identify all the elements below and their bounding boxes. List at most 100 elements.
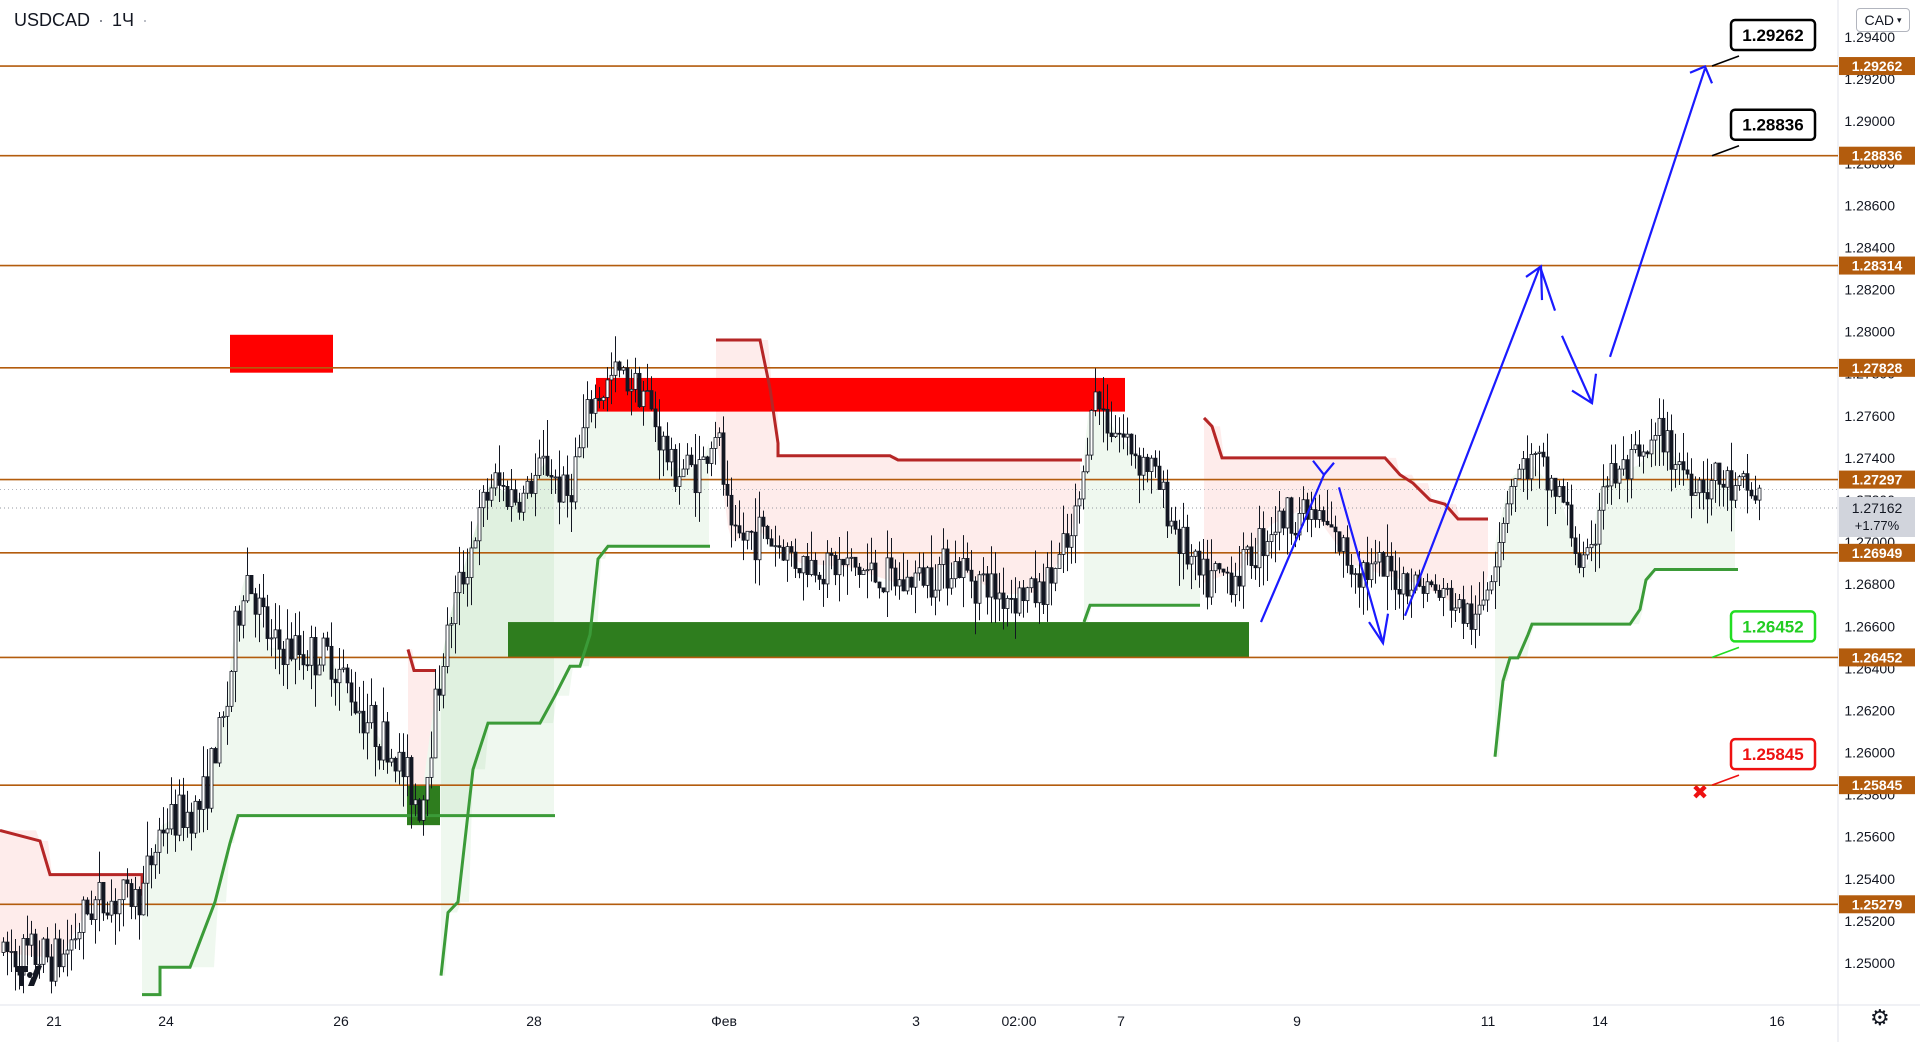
candle-body	[441, 666, 446, 696]
symbol-header[interactable]: USDCAD · 1Ч ·	[14, 10, 148, 31]
candle-body	[365, 722, 370, 734]
candle-body	[1545, 456, 1550, 491]
candle-body	[121, 879, 126, 901]
candle-body	[1021, 587, 1026, 602]
candle-body	[117, 899, 122, 915]
time-axis: 21 24 26 28 Фев 3 02:00 7 9 11 14 16	[46, 1013, 1785, 1029]
projection-line	[1259, 474, 1326, 623]
candle-body	[1441, 588, 1446, 598]
candle-body	[1365, 562, 1370, 581]
candle-body	[1633, 444, 1638, 450]
candle-body	[873, 562, 878, 583]
projection-line	[1560, 335, 1594, 404]
candle-body	[1261, 528, 1266, 557]
candle-body	[1097, 391, 1102, 410]
price-tick-label: 1.29000	[1844, 113, 1895, 129]
candle-body	[1489, 581, 1494, 591]
candle-body	[1461, 599, 1466, 624]
candle-body	[297, 635, 302, 655]
candle-body	[893, 567, 898, 587]
candle-body	[153, 851, 158, 866]
candle-body	[1137, 455, 1142, 476]
candle-body	[421, 799, 426, 821]
candle-body	[1281, 510, 1286, 529]
gear-icon[interactable]: ⚙	[1870, 1005, 1890, 1030]
candle-body	[913, 572, 918, 588]
candle-body	[1381, 552, 1386, 577]
currency-button[interactable]: CAD ▾	[1856, 8, 1910, 32]
candle-body	[1373, 561, 1378, 565]
candle-body	[233, 610, 238, 672]
candle-body	[1309, 509, 1314, 520]
callout-pointer	[1711, 646, 1740, 659]
candle-body	[1177, 528, 1182, 554]
candle-body	[1741, 473, 1746, 478]
candle-body	[357, 710, 362, 714]
candle-body	[245, 575, 250, 602]
candle-body	[1485, 589, 1490, 601]
candle-body	[1653, 435, 1658, 441]
candle-body	[45, 938, 50, 958]
candle-body	[541, 455, 546, 459]
candle-body	[1517, 468, 1522, 480]
candle-body	[1301, 499, 1306, 514]
candle-body	[1101, 408, 1106, 411]
candle-body	[689, 454, 694, 466]
supply-zone	[230, 334, 333, 373]
level-price-tag-label: 1.25845	[1852, 777, 1903, 793]
candle-body	[713, 437, 718, 449]
candle-body	[669, 448, 674, 463]
candle-body	[1113, 432, 1118, 437]
price-tick-label: 1.28000	[1844, 324, 1895, 340]
callout-box	[1729, 108, 1817, 141]
candle-body	[1117, 432, 1122, 435]
candle-body	[185, 811, 190, 828]
candle-body	[125, 879, 130, 884]
level-price-tag	[1839, 358, 1915, 377]
candle-body	[573, 456, 578, 503]
candle-body	[857, 566, 862, 575]
candle-body	[1233, 575, 1238, 596]
candle-body	[389, 757, 394, 763]
candle-body	[381, 721, 386, 761]
candle-body	[865, 569, 870, 572]
price-callout: 1.29262	[1711, 18, 1817, 67]
price-axis: 1.250001.252001.254001.256001.258001.260…	[1844, 29, 1895, 971]
projection-arrowhead	[1368, 613, 1390, 647]
candle-body	[93, 899, 98, 920]
candle-body	[277, 629, 282, 650]
candle-body	[569, 495, 574, 503]
downtrend-line	[0, 828, 144, 896]
candle-body	[877, 581, 882, 589]
candle-body	[1069, 535, 1074, 548]
candle-body	[97, 881, 102, 901]
candle-body	[157, 829, 162, 853]
time-tick-label: 11	[1481, 1013, 1496, 1029]
candle-body	[329, 645, 334, 680]
candle-body	[1385, 555, 1390, 577]
candle-body	[81, 899, 86, 933]
current-change-label: +1.77%	[1855, 518, 1900, 533]
uptrend-line	[142, 814, 555, 997]
candle-body	[1341, 537, 1346, 552]
candle-body	[765, 525, 770, 540]
candle-body	[1089, 410, 1094, 456]
candle-body	[425, 776, 430, 801]
level-price-tag-label: 1.25279	[1852, 896, 1903, 912]
candle-body	[1661, 417, 1666, 453]
candle-body	[973, 580, 978, 604]
candle-body	[885, 557, 890, 593]
candle-body	[353, 701, 358, 714]
candle-body	[1065, 533, 1070, 548]
candle-body	[1697, 479, 1702, 494]
candle-body	[745, 530, 750, 541]
candle-body	[85, 899, 90, 915]
candle-body	[1009, 597, 1014, 600]
candle-body	[1349, 564, 1354, 575]
candle-body	[533, 474, 538, 494]
candle-body	[1677, 461, 1682, 466]
candle-body	[1025, 587, 1030, 602]
candle-body	[1629, 449, 1634, 480]
candle-body	[1713, 462, 1718, 481]
